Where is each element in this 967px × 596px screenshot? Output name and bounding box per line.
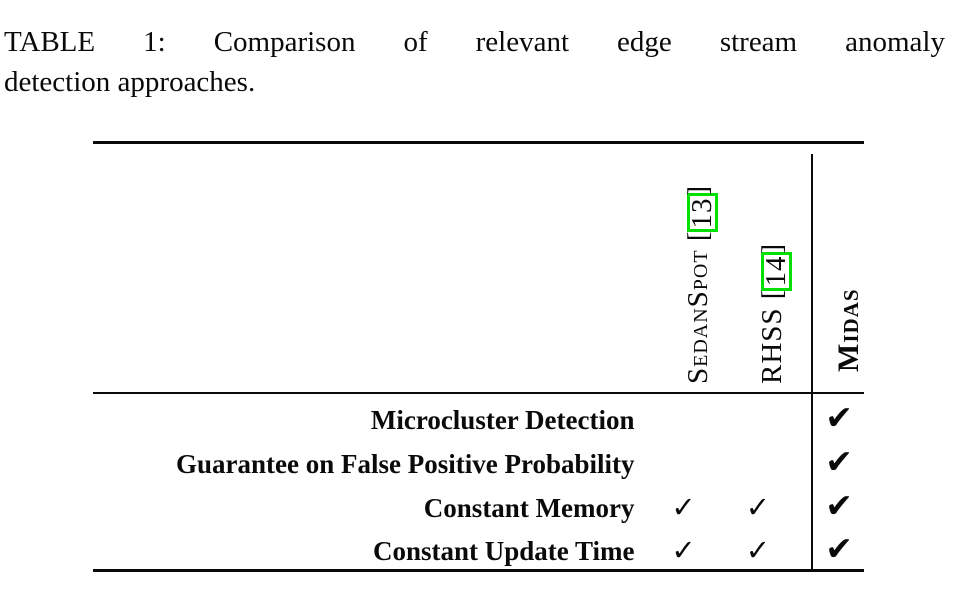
property-label: Constant Update Time: [372, 536, 635, 567]
table-row-microcluster-detection: Microcluster Detection ✔: [93, 398, 864, 442]
citation-bracket-open: [: [756, 288, 788, 308]
check-cell-midas: ✔: [825, 398, 853, 437]
table-top-rule: [93, 141, 864, 144]
check-cell-midas: ✔: [825, 441, 853, 481]
property-label: Constant Memory: [423, 492, 635, 523]
citation-bracket-open: [: [682, 230, 714, 250]
citation-bracket-close: ]: [756, 242, 788, 254]
table-caption-line1: TABLE 1: Comparison of relevant edge str…: [4, 26, 945, 58]
column-header-rhss-label: RHSS: [756, 307, 788, 384]
check-cell-rhss: ✓: [745, 489, 771, 524]
citation-link-14[interactable]: 14: [760, 251, 792, 291]
check-cell-midas: ✔: [825, 485, 853, 525]
table-caption-line2: detection approaches.: [4, 66, 256, 98]
column-header-sedanspot-label: SedanSpot: [682, 249, 714, 384]
check-cell-midas: ✔: [825, 529, 853, 569]
table-header-rule: [93, 392, 864, 394]
table-row-constant-memory: Constant Memory ✓ ✓ ✔: [93, 486, 864, 530]
table-body: Microcluster Detection ✔ Guarantee on Fa…: [93, 394, 864, 573]
property-label: Guarantee on False Positive Probability: [176, 448, 635, 479]
check-cell-rhss: ✓: [745, 533, 771, 568]
table-bottom-rule: [93, 569, 864, 572]
check-cell-sedanspot: ✓: [671, 533, 696, 568]
table-caption: TABLE 1: Comparison of relevant edge str…: [4, 22, 945, 102]
column-header-midas: Midas: [832, 288, 865, 373]
check-cell-sedanspot: ✓: [671, 489, 696, 524]
property-label: Microcluster Detection: [370, 405, 635, 435]
column-header-midas-label: Midas: [832, 288, 865, 373]
citation-link-13[interactable]: 13: [686, 193, 718, 233]
citation-bracket-close: ]: [682, 184, 714, 196]
column-header-rhss: RHSS [14]: [756, 242, 792, 384]
midas-column-separator: [811, 154, 813, 569]
column-header-sedanspot: SedanSpot [13]: [682, 184, 718, 384]
table-row-false-positive-guarantee: Guarantee on False Positive Probability …: [93, 442, 864, 486]
table-row-constant-update-time: Constant Update Time ✓ ✓ ✔: [93, 529, 864, 573]
